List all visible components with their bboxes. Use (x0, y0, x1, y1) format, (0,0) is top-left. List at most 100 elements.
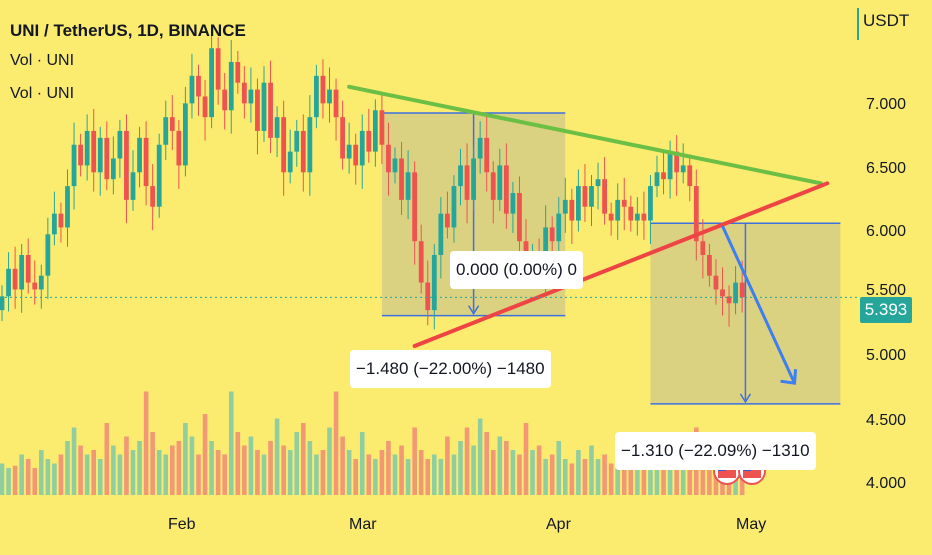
candle-body (490, 172, 496, 200)
volume-bar (287, 450, 293, 495)
volume-bar (301, 423, 306, 495)
candle-body (549, 227, 555, 242)
candle-body (458, 165, 463, 187)
volume-bar (228, 391, 234, 495)
volume-indicator-label-1[interactable]: Vol · UNI (10, 52, 75, 69)
measure-label-box1-bottom[interactable]: −1.480 (−22.00%) −1480 (350, 350, 551, 388)
volume-bar (523, 423, 529, 495)
candle-body (110, 158, 116, 180)
candle-body (314, 75, 319, 118)
volume-bar (340, 436, 345, 495)
candle-body (346, 144, 352, 159)
volume-bar (235, 432, 241, 495)
candle-body (241, 82, 247, 104)
candle-body (235, 62, 241, 83)
volume-bar (569, 463, 575, 495)
measure-label-box1-top[interactable]: 0.000 (0.00%) 0 (450, 251, 583, 289)
candle-body (156, 144, 162, 207)
candle-body (137, 137, 142, 173)
volume-bar (635, 459, 640, 495)
measure-box-arrowhead (467, 305, 480, 316)
volume-bar (281, 445, 286, 495)
candle-body (78, 144, 83, 166)
volume-bar (707, 454, 712, 495)
volume-bar (490, 450, 496, 495)
volume-bar (386, 441, 391, 495)
candle-body (150, 186, 156, 207)
volume-bar (333, 391, 339, 495)
volume-bar (150, 432, 155, 495)
candle-body (510, 192, 516, 214)
candle-body (517, 192, 522, 242)
volume-bar (353, 459, 358, 495)
candle-body (372, 110, 378, 152)
price-tick-label: 6.000 (866, 223, 907, 240)
candle-body (412, 172, 418, 242)
volume-bar (602, 454, 607, 495)
candle-body (503, 165, 509, 214)
candle-body (228, 62, 234, 111)
volume-bar (25, 459, 31, 495)
volume-bar (549, 454, 555, 495)
candle-body (438, 213, 444, 255)
candle-body (733, 282, 738, 304)
currency-label[interactable]: USDT (863, 11, 910, 30)
candle-body (471, 158, 476, 200)
candle-body (261, 82, 267, 131)
volume-bar (6, 468, 11, 495)
candle-body (6, 268, 11, 297)
annotations (0, 225, 858, 385)
candle-body (209, 48, 214, 118)
candle-body (294, 130, 300, 152)
time-tick-label: Feb (168, 516, 196, 533)
symbol-title[interactable]: UNI / TetherUS, 1D, BINANCE (10, 21, 246, 40)
candle-body (222, 89, 228, 111)
candle-body (12, 268, 18, 290)
volume-bar (680, 445, 686, 495)
measure-label-box2-bottom[interactable]: −1.310 (−22.09%) −1310 (615, 432, 816, 470)
candle-body (130, 172, 136, 200)
volume-bar (504, 441, 509, 495)
candle-body (143, 137, 149, 187)
volume-bar (176, 441, 182, 495)
volume-bar (32, 468, 38, 495)
volume-bar (608, 463, 614, 495)
candle-body (726, 296, 732, 304)
candle-body (379, 110, 385, 145)
price-tick-label: 6.500 (866, 160, 907, 177)
price-tick-label: 5.000 (866, 347, 907, 364)
volume-indicator-label-2[interactable]: Vol · UNI (10, 85, 75, 102)
candle-body (307, 117, 313, 173)
candle-body (707, 255, 712, 276)
volume-bar (543, 459, 548, 495)
trendlines (347, 84, 830, 348)
candle-body (667, 151, 673, 180)
volume-bar (12, 465, 18, 495)
current-price-tag: 5.393 (860, 297, 912, 323)
candle-body (183, 103, 188, 166)
top-horizontal-line (857, 8, 859, 40)
candle-body (104, 137, 110, 180)
volume-bar (45, 459, 51, 495)
candle-body (713, 275, 719, 290)
candle-body (359, 130, 365, 166)
candle-body (399, 158, 404, 200)
candle-body (176, 130, 182, 166)
volume-bar (589, 445, 594, 495)
volume-bar (58, 454, 64, 495)
candle-body (320, 75, 326, 104)
volume-bar (71, 427, 77, 495)
candle-body (687, 165, 693, 187)
candle-body (274, 117, 280, 138)
volume-bar (392, 454, 398, 495)
volume-bar (124, 436, 129, 495)
candle-body (621, 199, 627, 207)
candle-body (634, 213, 640, 221)
volume-bar (196, 454, 201, 495)
candle-body (418, 241, 424, 283)
volume-bar (366, 454, 372, 495)
candle-body (425, 282, 431, 311)
candle-body (661, 172, 666, 180)
volume-bar (104, 423, 110, 495)
